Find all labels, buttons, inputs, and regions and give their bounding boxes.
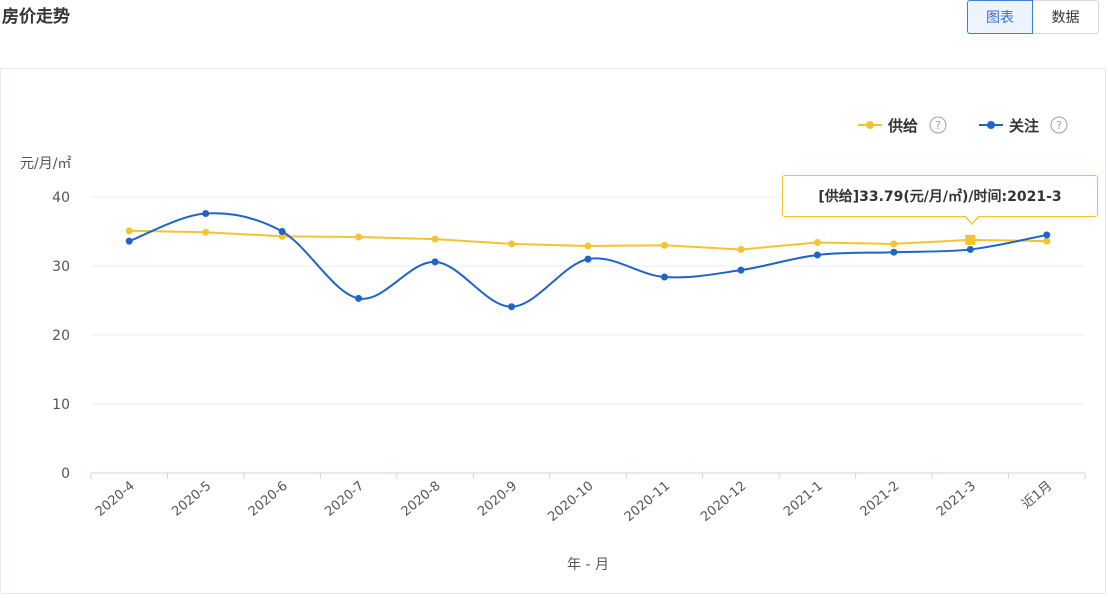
data-point-attention[interactable]: [202, 210, 210, 218]
data-point-attention[interactable]: [355, 294, 363, 302]
tooltip-text: [供给]33.79(元/月/㎡)/时间:2021-3: [818, 189, 1062, 205]
x-tick-label: 2020-6: [246, 479, 291, 520]
data-point-supply[interactable]: [278, 232, 286, 240]
data-point-supply[interactable]: [584, 242, 592, 250]
highlighted-point[interactable]: [965, 234, 976, 245]
tooltip-arrow-fill: [965, 215, 979, 223]
x-tick-label: 2020-12: [698, 479, 749, 525]
help-icon-glyph: ?: [1056, 119, 1062, 132]
y-tick-label: 40: [52, 190, 70, 206]
data-point-supply[interactable]: [737, 245, 745, 253]
legend-swatch-dot: [987, 121, 995, 129]
legend-label-supply[interactable]: 供给: [887, 117, 918, 135]
data-point-attention[interactable]: [278, 228, 286, 235]
y-tick-label: 30: [52, 259, 70, 275]
x-tick-label: 2020-11: [622, 479, 673, 525]
data-tooltip: [供给]33.79(元/月/㎡)/时间:2021-3: [782, 175, 1098, 225]
data-point-supply[interactable]: [508, 240, 516, 248]
help-icon[interactable]: [1050, 116, 1068, 134]
data-point-supply[interactable]: [813, 239, 821, 247]
page-title: 房价走势: [2, 7, 70, 27]
chart-panel: [0, 68, 1106, 594]
x-tick-label: 2020-9: [475, 479, 520, 520]
y-tick-label: 20: [52, 328, 70, 344]
data-point-supply[interactable]: [125, 227, 133, 235]
data-point-supply[interactable]: [890, 240, 898, 248]
x-tick-label: 近1月: [1019, 479, 1055, 513]
data-point-attention[interactable]: [508, 303, 516, 311]
x-tick-label: 2020-4: [93, 479, 138, 520]
help-icon-glyph: ?: [935, 119, 941, 132]
x-tick-label: 2021-1: [781, 479, 826, 520]
data-point-attention[interactable]: [813, 251, 821, 259]
data-point-attention[interactable]: [1043, 231, 1051, 239]
help-icon[interactable]: [929, 116, 947, 134]
chart-view-button[interactable]: 图表: [967, 0, 1033, 34]
data-point-supply[interactable]: [355, 233, 363, 241]
legend-label-attention[interactable]: 关注: [1009, 117, 1039, 135]
data-point-attention[interactable]: [584, 255, 592, 263]
y-tick-label: 10: [52, 397, 70, 413]
y-axis-label: 元/月/㎡: [20, 156, 71, 172]
data-view-button[interactable]: 数据: [1033, 0, 1099, 34]
legend-swatch-dot: [866, 121, 874, 129]
data-point-supply[interactable]: [202, 228, 210, 236]
x-tick-label: 2020-8: [399, 479, 444, 520]
x-tick-label: 2020-7: [322, 479, 367, 520]
data-point-attention[interactable]: [890, 248, 898, 256]
x-tick-label: 2020-10: [545, 479, 596, 525]
x-tick-label: 2020-5: [169, 479, 214, 520]
view-toggle: 图表 数据: [967, 0, 1099, 34]
data-point-attention[interactable]: [966, 245, 974, 253]
data-point-attention[interactable]: [125, 237, 133, 245]
data-point-supply[interactable]: [660, 241, 668, 249]
data-point-attention[interactable]: [431, 258, 439, 266]
x-axis-label: 年 - 月: [567, 557, 609, 573]
x-tick-label: 2021-3: [934, 479, 979, 520]
y-tick-label: 0: [61, 466, 70, 482]
x-tick-label: 2021-2: [858, 479, 903, 520]
data-point-attention[interactable]: [660, 273, 668, 281]
data-point-supply[interactable]: [431, 235, 439, 243]
data-point-supply[interactable]: [1043, 237, 1051, 245]
data-point-attention[interactable]: [737, 266, 745, 274]
